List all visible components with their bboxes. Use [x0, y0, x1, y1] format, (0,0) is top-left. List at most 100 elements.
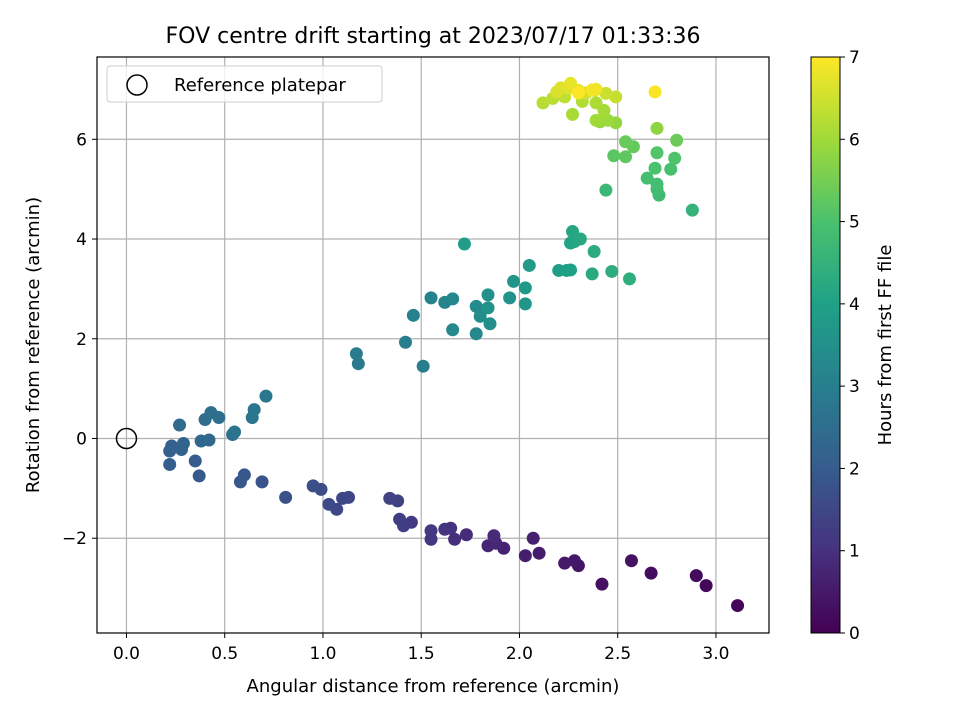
colorbar: 0 1 2 3 4 5 6 7 Hours from first FF file — [810, 48, 896, 644]
data-point — [689, 569, 703, 583]
x-axis-ticks: 0.0 0.5 1.0 1.5 2.0 2.5 3.0 — [113, 633, 729, 664]
data-point — [503, 291, 517, 305]
y-tick-label: 6 — [76, 130, 87, 150]
data-point — [446, 292, 460, 306]
data-point — [619, 135, 633, 149]
data-point — [522, 258, 536, 272]
data-point — [459, 528, 473, 542]
data-point — [731, 599, 745, 613]
data-point — [481, 301, 495, 315]
data-point — [607, 149, 621, 163]
data-point — [212, 411, 226, 425]
x-tick-label: 0.0 — [113, 644, 140, 664]
colorbar-tick-label: 4 — [849, 295, 860, 315]
data-point — [393, 512, 407, 526]
legend-box — [106, 65, 383, 103]
data-point — [255, 475, 269, 489]
data-point — [585, 83, 599, 97]
data-point — [601, 113, 615, 127]
x-tick-label: 2.5 — [604, 644, 631, 664]
data-point — [349, 347, 363, 361]
data-point — [644, 566, 658, 580]
data-point — [233, 475, 247, 489]
data-point — [487, 529, 501, 543]
data-point — [406, 308, 420, 322]
y-tick-label: 2 — [76, 330, 87, 350]
plot-frame — [96, 56, 770, 634]
data-point — [609, 90, 623, 104]
data-point — [483, 317, 497, 331]
data-point — [416, 359, 430, 373]
data-point — [322, 497, 336, 511]
data-point — [622, 272, 636, 286]
data-point — [589, 113, 603, 127]
data-point — [473, 309, 487, 323]
colorbar-tick-label: 6 — [849, 130, 860, 150]
data-point — [247, 403, 261, 417]
chart-title: FOV centre drift starting at 2023/07/17 … — [166, 24, 701, 49]
data-point — [536, 96, 550, 110]
colorbar-tick-label: 0 — [849, 624, 860, 644]
y-axis-ticks: −2 0 2 4 6 — [62, 130, 97, 549]
x-tick-label: 0.5 — [211, 644, 238, 664]
data-point — [648, 161, 662, 175]
data-point — [518, 297, 532, 311]
data-point — [650, 121, 664, 135]
data-point — [446, 323, 460, 337]
data-point — [481, 288, 495, 302]
colorbar-tick-label: 1 — [849, 542, 860, 562]
data-point — [564, 263, 578, 277]
data-points — [163, 76, 745, 613]
colorbar-tick-label: 2 — [849, 459, 860, 479]
data-point — [587, 244, 601, 258]
data-point — [336, 491, 350, 505]
data-point — [438, 522, 452, 536]
data-point — [165, 439, 179, 453]
data-point — [176, 436, 190, 450]
data-point — [424, 291, 438, 305]
data-point — [668, 151, 682, 165]
colorbar-tick-label: 3 — [849, 377, 860, 397]
data-point — [605, 264, 619, 278]
colorbar-gradient — [810, 56, 841, 634]
data-point — [279, 490, 293, 504]
data-point — [469, 299, 483, 313]
data-point — [567, 554, 581, 568]
data-point — [306, 479, 320, 493]
data-point — [699, 579, 713, 593]
data-point — [624, 554, 638, 568]
data-point — [507, 274, 521, 288]
data-point — [163, 457, 177, 471]
data-point — [424, 524, 438, 538]
data-point — [532, 546, 546, 560]
colorbar-tick-label: 7 — [849, 48, 860, 68]
data-point — [228, 425, 242, 439]
data-point — [469, 327, 483, 341]
y-tick-label: 0 — [76, 430, 87, 450]
data-point — [351, 357, 365, 371]
data-point — [670, 133, 684, 147]
data-point — [648, 85, 662, 99]
data-point — [599, 86, 613, 100]
legend: Reference platepar — [106, 65, 383, 103]
y-tick-label: −2 — [62, 529, 87, 549]
data-point — [383, 491, 397, 505]
data-point — [173, 418, 187, 432]
x-axis-label: Angular distance from reference (arcmin) — [247, 676, 620, 697]
data-point — [650, 146, 664, 160]
x-tick-label: 3.0 — [702, 644, 729, 664]
data-point — [571, 86, 585, 100]
colorbar-label: Hours from first FF file — [875, 245, 896, 446]
data-point — [640, 171, 654, 185]
data-point — [595, 577, 609, 591]
reference-platepar-marker — [115, 427, 138, 450]
data-point — [398, 335, 412, 349]
data-point — [619, 150, 633, 164]
colorbar-tick-label: 5 — [849, 213, 860, 233]
data-point — [685, 203, 699, 217]
data-point — [518, 549, 532, 563]
legend-label: Reference platepar — [174, 75, 346, 96]
data-point — [259, 389, 273, 403]
x-tick-label: 1.5 — [408, 644, 435, 664]
